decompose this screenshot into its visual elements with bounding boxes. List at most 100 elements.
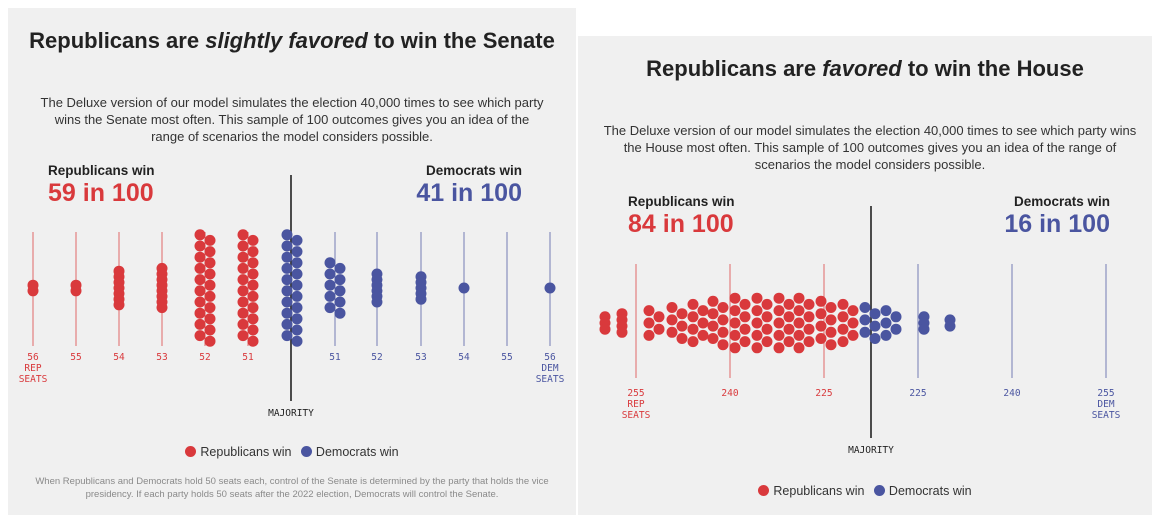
house-outcome-dot — [697, 329, 709, 341]
house-outcome-dot — [717, 339, 729, 351]
house-outcome-dot — [729, 305, 741, 317]
senate-outcome-dot — [194, 240, 206, 252]
house-legend-rep: Republicans win — [758, 484, 864, 498]
house-tick-sublabel: SEATS — [1092, 410, 1121, 421]
house-majority-label: MAJORITY — [848, 445, 894, 456]
house-tick-label: 225 — [815, 388, 832, 399]
senate-tick-label: 53 — [156, 352, 167, 363]
senate-outcome-dot — [204, 279, 216, 291]
house-title-after: to win the House — [901, 56, 1084, 81]
house-outcome-dot — [687, 298, 699, 310]
senate-outcome-dot — [247, 279, 259, 291]
house-outcome-dot — [793, 305, 805, 317]
house-outcome-dot — [880, 329, 892, 341]
house-outcome-dot — [739, 311, 751, 323]
house-outcome-dot — [729, 342, 741, 354]
house-title-before: Republicans are — [646, 56, 823, 81]
senate-outcome-dot — [281, 274, 293, 286]
senate-outcome-dot — [281, 307, 293, 319]
senate-outcome-dot — [204, 268, 216, 280]
senate-outcome-dot — [247, 302, 259, 314]
senate-outcome-dot — [458, 282, 470, 294]
senate-outcome-dot — [194, 330, 206, 342]
senate-outcome-dot — [247, 268, 259, 280]
senate-outcome-dot — [204, 290, 216, 302]
senate-outcome-dot — [237, 318, 249, 330]
house-dem-label: Democrats win — [1013, 194, 1110, 209]
senate-outcome-dot — [247, 246, 259, 258]
senate-legend-dem-label: Democrats win — [315, 445, 399, 459]
senate-tick-label: 56 — [544, 352, 556, 363]
house-outcome-dot — [717, 314, 729, 326]
senate-outcome-dot — [334, 262, 346, 274]
senate-rep-summary: Republicans win 59 in 100 — [48, 163, 155, 208]
senate-tick-label: 53 — [415, 352, 426, 363]
senate-outcome-dot — [237, 330, 249, 342]
senate-tick-label: 52 — [199, 352, 210, 363]
house-rep-label: Republicans win — [628, 194, 735, 209]
house-outcome-dot — [825, 302, 837, 313]
senate-majority-label: MAJORITY — [268, 408, 314, 419]
senate-outcome-dot — [194, 262, 206, 274]
house-outcome-dot — [643, 305, 655, 317]
senate-outcome-dot — [334, 296, 346, 308]
house-outcome-dot — [825, 314, 837, 326]
house-outcome-dot — [803, 336, 815, 348]
senate-outcome-dot — [194, 274, 206, 286]
house-outcome-dot — [707, 295, 719, 307]
house-description: The Deluxe version of our model simulate… — [603, 123, 1137, 172]
house-outcome-dot — [666, 314, 678, 326]
house-dem-value: 16 in 100 — [1004, 210, 1110, 238]
house-outcome-dot — [815, 295, 827, 307]
senate-legend-rep: Republicans win — [185, 445, 291, 459]
senate-outcome-dot — [291, 279, 303, 291]
house-outcome-dot — [666, 326, 678, 338]
house-outcome-dot — [815, 333, 827, 344]
senate-outcome-dot — [281, 330, 293, 342]
senate-tick-sublabel: SEATS — [536, 374, 565, 385]
senate-tick-label: 54 — [113, 352, 125, 363]
senate-dem-summary: Democrats win 41 in 100 — [416, 163, 522, 208]
house-outcome-dot — [890, 311, 902, 323]
senate-title: Republicans are slightly favored to win … — [8, 28, 576, 54]
senate-outcome-dot — [194, 318, 206, 330]
house-outcome-dot — [676, 320, 688, 332]
house-tick-sublabel: DEM — [1097, 399, 1114, 410]
house-outcome-dot — [697, 317, 709, 329]
house-outcome-dot — [717, 326, 729, 338]
senate-outcome-dot — [544, 282, 556, 294]
senate-outcome-dot — [70, 285, 82, 297]
house-outcome-dot — [761, 298, 773, 310]
red-dot-icon — [758, 485, 770, 496]
house-outcome-dot — [729, 292, 741, 304]
house-outcome-dot — [773, 292, 785, 304]
house-outcome-dot — [859, 326, 871, 338]
senate-outcome-dot — [204, 257, 216, 269]
house-outcome-dot — [687, 323, 699, 335]
senate-outcome-dot — [204, 324, 216, 336]
senate-tick-label: 51 — [242, 352, 254, 363]
house-outcome-dot — [751, 342, 763, 354]
house-tick-sublabel: REP — [627, 399, 644, 410]
house-outcome-dot — [729, 329, 741, 341]
house-outcome-dot — [773, 317, 785, 329]
senate-outcome-dot — [204, 246, 216, 258]
house-outcome-dot — [793, 317, 805, 329]
senate-outcome-dot — [291, 290, 303, 302]
house-outcome-dot — [869, 320, 881, 332]
house-outcome-dot — [751, 329, 763, 341]
house-legend: Republicans win Democrats win — [578, 484, 1152, 498]
senate-outcome-dot — [204, 302, 216, 314]
senate-tick-sublabel: SEATS — [19, 374, 48, 385]
senate-dem-value: 41 in 100 — [416, 179, 522, 207]
house-outcome-dot — [880, 305, 892, 317]
senate-title-before: Republicans are — [29, 28, 206, 53]
house-outcome-dot — [815, 320, 827, 332]
house-outcome-dot — [783, 336, 795, 348]
house-outcome-dot — [793, 342, 805, 354]
house-outcome-dot — [944, 320, 956, 332]
house-outcome-dot — [643, 329, 655, 341]
senate-outcome-dot — [237, 296, 249, 308]
senate-outcome-dot — [113, 299, 125, 311]
